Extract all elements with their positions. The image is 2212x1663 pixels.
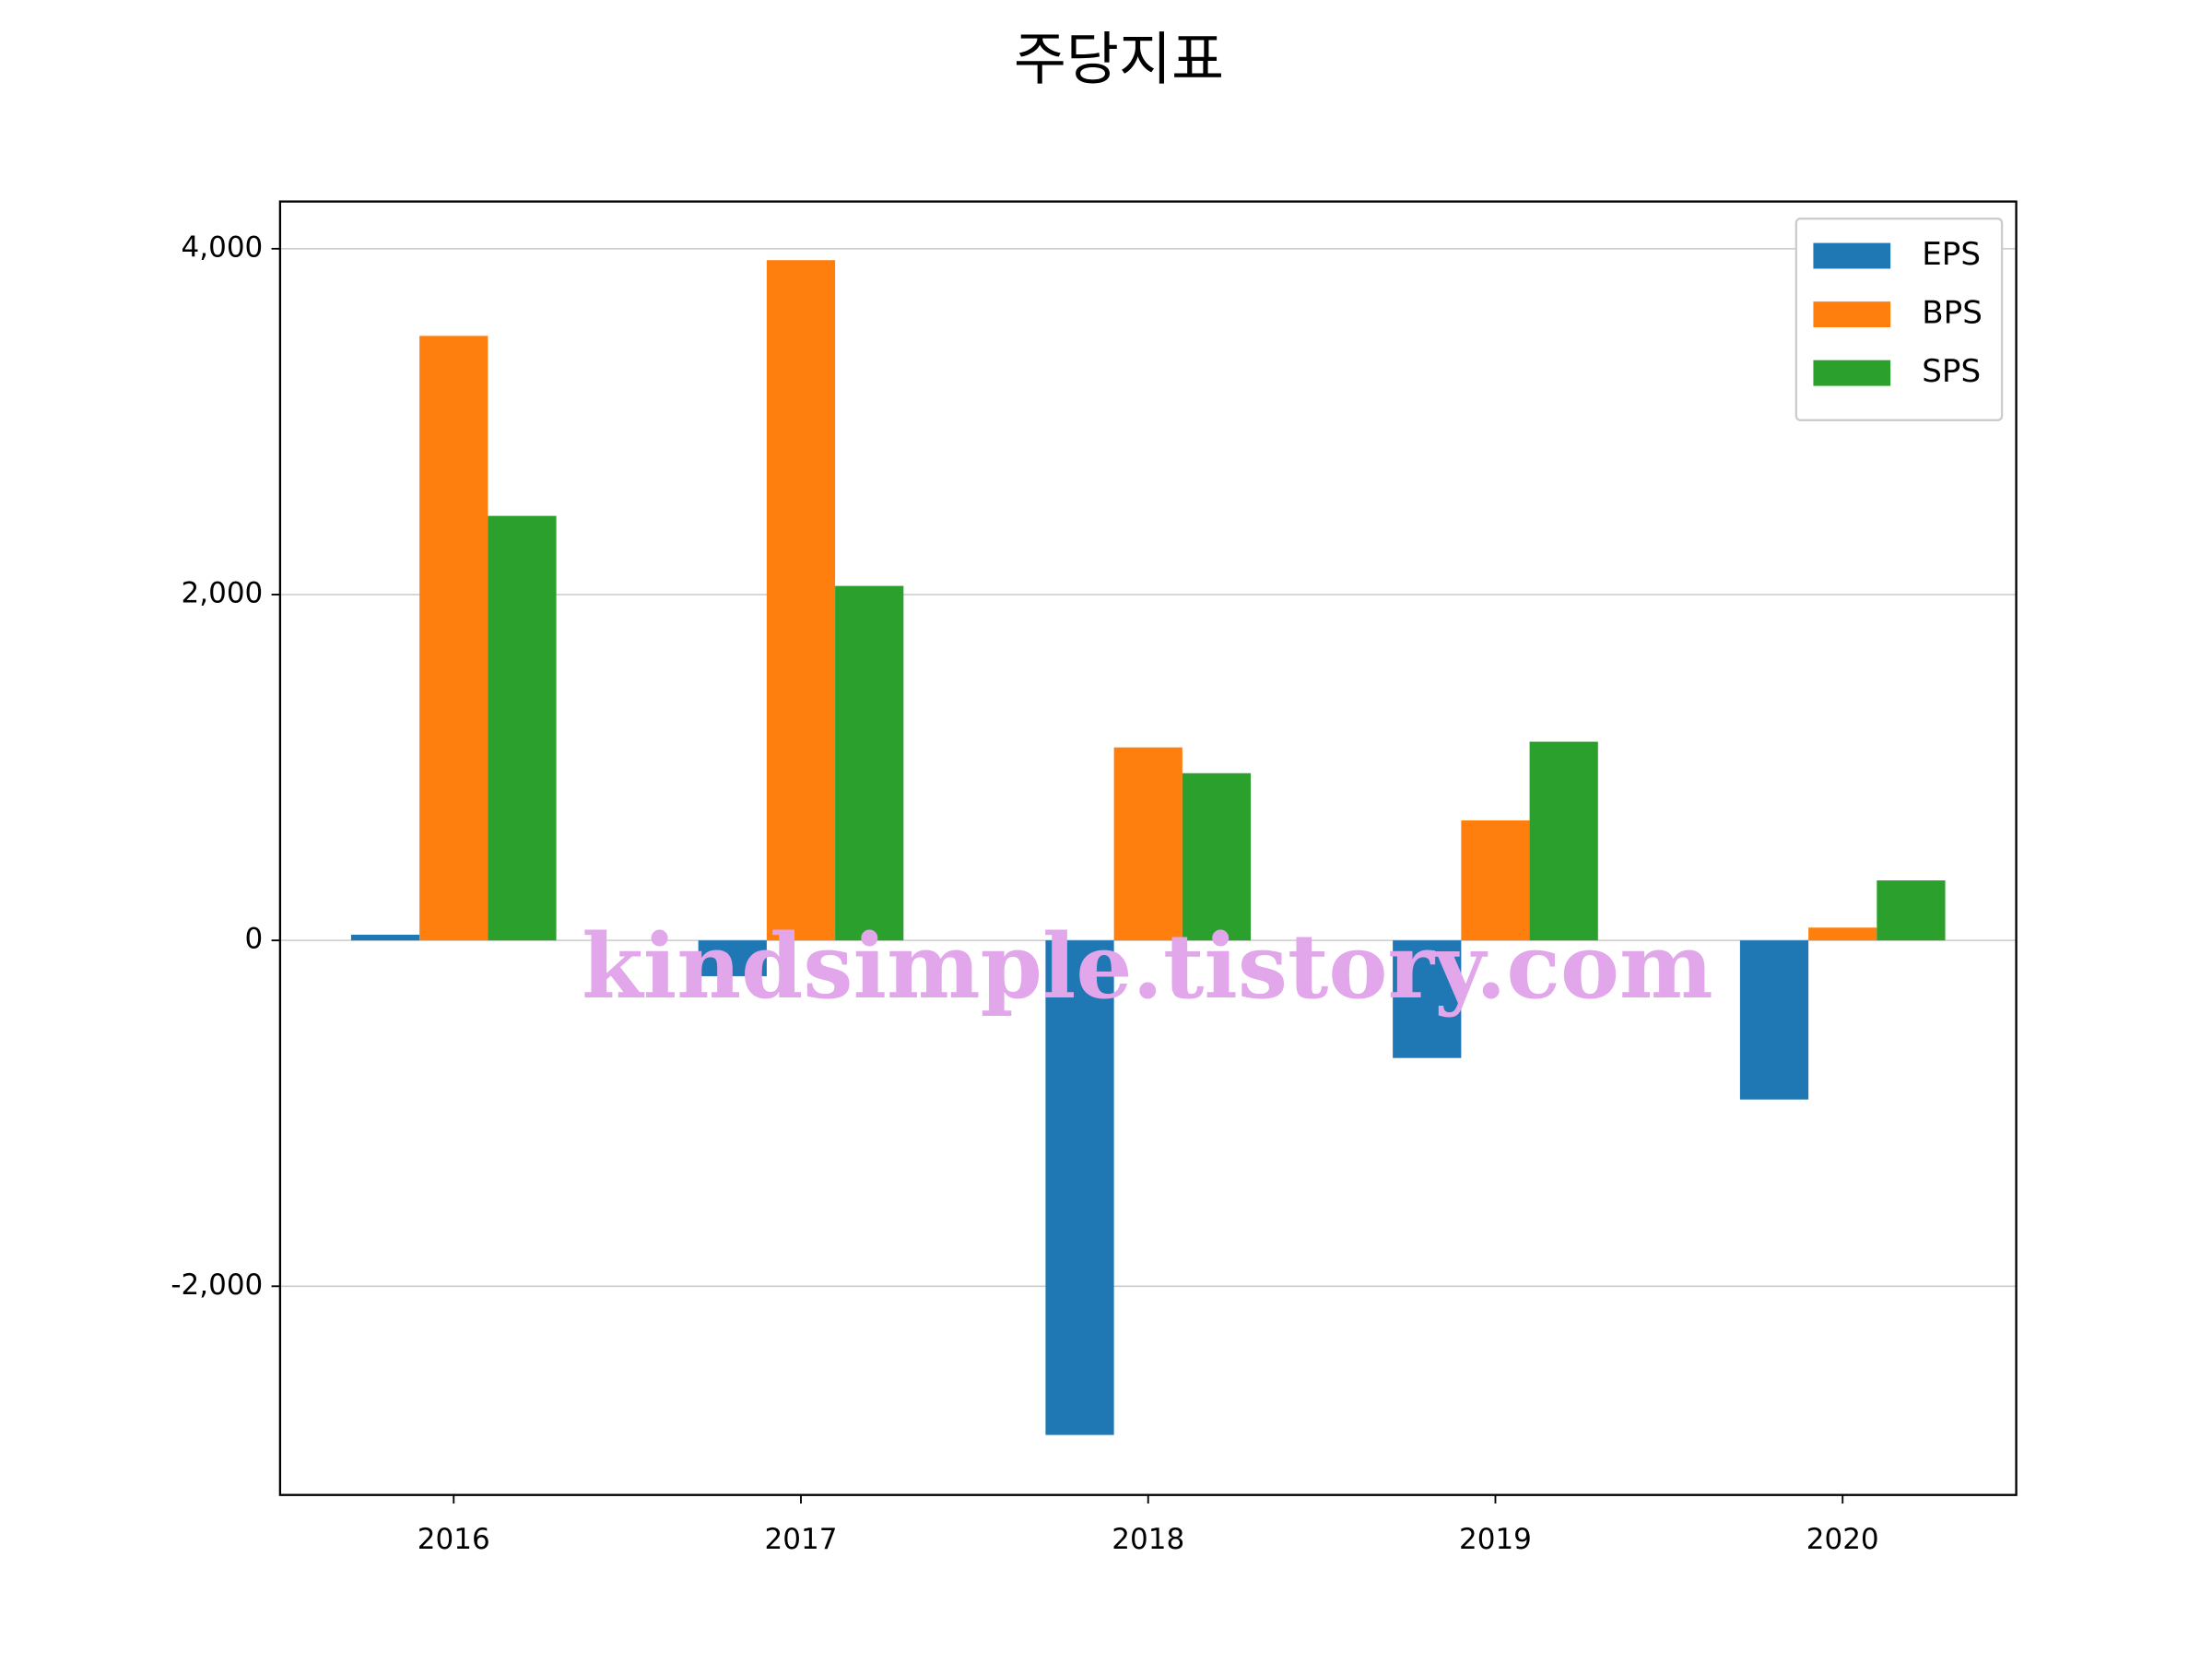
bar [1045,940,1114,1435]
bar [1529,741,1598,941]
bar [419,336,488,941]
watermark: kindsimple.tistory.com [582,914,1713,1019]
plot-frame [278,200,2018,1496]
bar [488,515,557,941]
legend-label: EPS [1922,236,1981,273]
x-tick-label: 2020 [1806,1523,1879,1556]
bar [1393,940,1462,1058]
y-tick-label: 4,000 [182,230,264,264]
bar [1182,773,1252,941]
x-tick-label: 2018 [1112,1523,1184,1556]
legend-swatch [1813,360,1891,386]
legend-label: SPS [1922,353,1981,390]
legend-swatch [1813,301,1891,328]
y-tick-label: 0 [245,923,264,956]
bar [1877,880,1946,941]
x-tick-label: 2017 [765,1523,838,1556]
bar [1113,747,1182,941]
bar [835,585,904,941]
bar [350,934,420,941]
bar [1739,940,1809,1100]
y-tick-label: 2,000 [182,576,264,609]
y-tick-label: -2,000 [171,1268,263,1302]
x-tick-label: 2016 [418,1523,490,1556]
x-tick-label: 2019 [1459,1523,1532,1556]
legend-swatch [1813,242,1891,269]
chart-title: 주당지표 [1014,25,1224,92]
legend-label: BPS [1922,295,1983,332]
bar [1808,927,1877,941]
bar [766,260,836,941]
bar [698,940,767,976]
bar [1461,820,1530,941]
